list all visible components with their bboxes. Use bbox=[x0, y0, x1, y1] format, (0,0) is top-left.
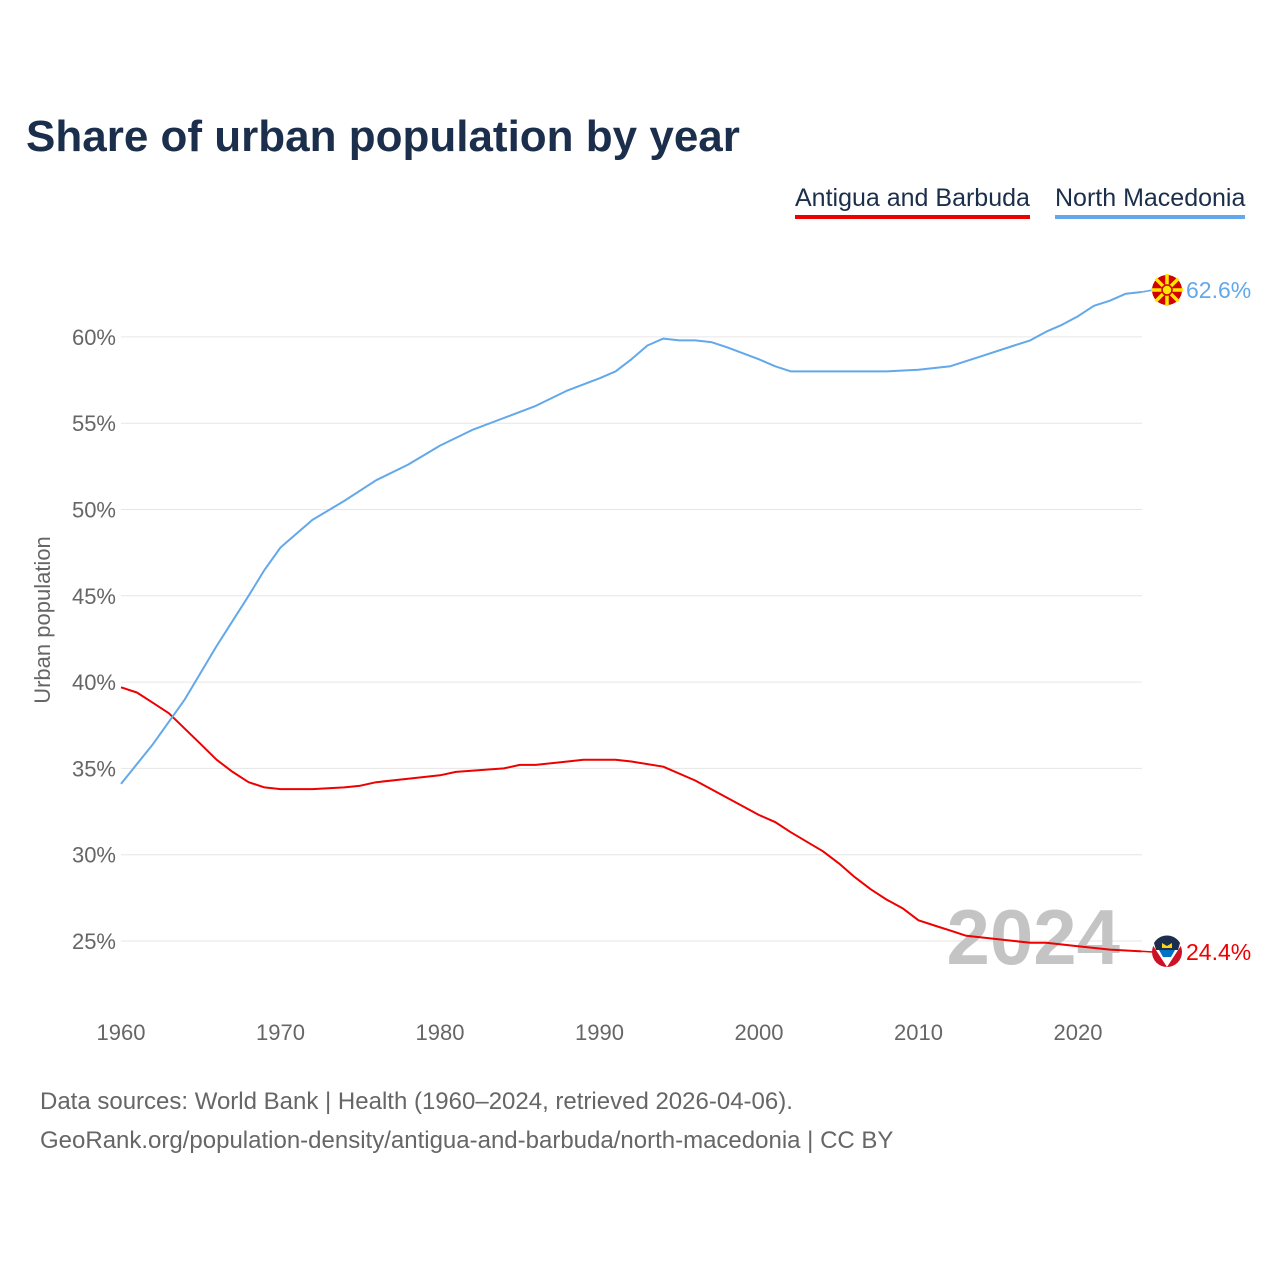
x-tick-label: 1960 bbox=[97, 1020, 146, 1045]
y-tick-label: 45% bbox=[72, 584, 116, 609]
data-source-note: Data sources: World Bank | Health (1960–… bbox=[40, 1088, 793, 1115]
flag-blue bbox=[1159, 950, 1175, 957]
x-tick-label: 2010 bbox=[894, 1020, 943, 1045]
series-line-north-macedonia bbox=[120, 291, 1142, 785]
series-line-antigua-and-barbuda bbox=[120, 686, 1142, 953]
y-tick-label: 60% bbox=[72, 325, 116, 350]
antigua-and-barbuda-flag-icon bbox=[1152, 935, 1182, 967]
flag-sun bbox=[1162, 943, 1172, 948]
x-tick-label: 1980 bbox=[416, 1020, 465, 1045]
x-tick-label: 2000 bbox=[735, 1020, 784, 1045]
north-macedonia-flag-icon bbox=[1151, 274, 1183, 306]
y-tick-label: 50% bbox=[72, 498, 116, 523]
end-value-label: 62.6% bbox=[1186, 277, 1251, 303]
legend-north-macedonia[interactable]: North Macedonia bbox=[1055, 184, 1246, 219]
source-link[interactable]: GeoRank.org/population-density/antigua-a… bbox=[40, 1127, 894, 1154]
y-tick-label: 25% bbox=[72, 929, 116, 954]
end-value-label: 24.4% bbox=[1186, 939, 1251, 965]
flag-black bbox=[1154, 935, 1180, 950]
chart-title: Share of urban population by year bbox=[26, 112, 740, 161]
y-tick-label: 30% bbox=[72, 843, 116, 868]
connector-line bbox=[1141, 950, 1154, 953]
y-tick-label: 40% bbox=[72, 670, 116, 695]
legend-antigua-and-barbuda[interactable]: Antigua and Barbuda bbox=[795, 184, 1030, 219]
y-tick-label: 35% bbox=[72, 756, 116, 781]
y-axis-label: Urban population bbox=[30, 536, 55, 704]
x-tick-label: 1990 bbox=[575, 1020, 624, 1045]
x-tick-label: 1970 bbox=[256, 1020, 305, 1045]
x-tick-label: 2020 bbox=[1054, 1020, 1103, 1045]
y-tick-label: 55% bbox=[72, 411, 116, 436]
flag-sun bbox=[1161, 284, 1173, 296]
